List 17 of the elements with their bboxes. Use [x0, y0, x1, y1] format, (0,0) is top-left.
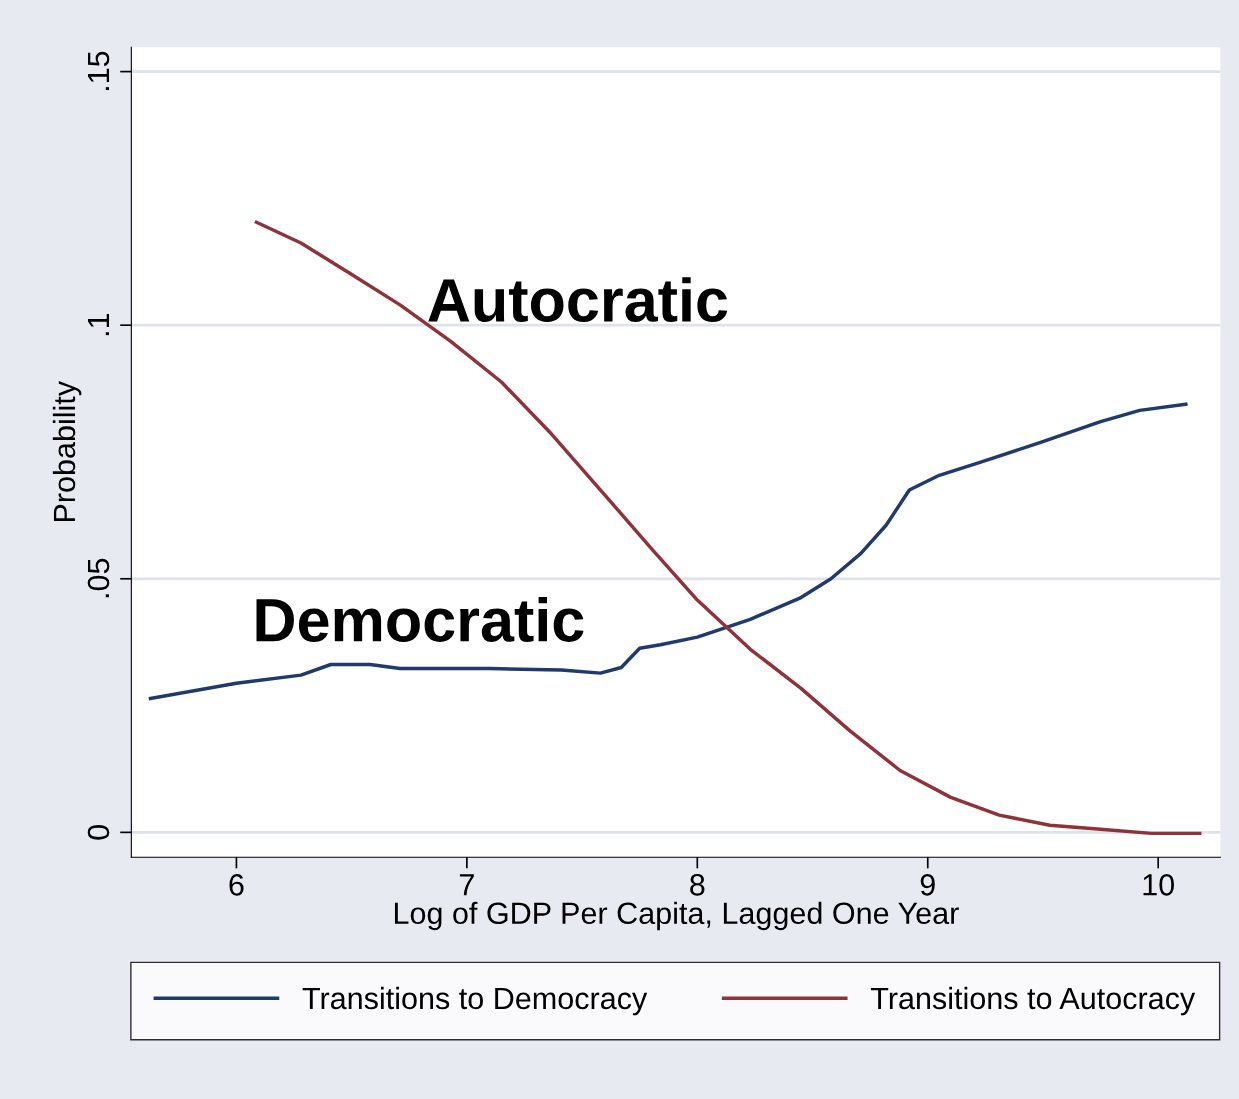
legend-label: Transitions to Democracy: [302, 986, 648, 1016]
y-axis-title: Probability: [52, 380, 82, 522]
x-tick-label: 8: [690, 874, 705, 896]
x-tick-label: 9: [920, 874, 935, 896]
legend-label: Transitions to Autocracy: [870, 986, 1196, 1016]
y-tick-label: .1: [88, 313, 110, 336]
line-series: [254, 220, 1202, 836]
x-tick-label: 6: [229, 874, 244, 896]
y-tick-label: 0: [87, 825, 110, 840]
annotation: Autocratic: [428, 277, 728, 323]
x-axis-title: Log of GDP Per Capita, Lagged One Year: [394, 901, 959, 931]
annotation: Democratic: [256, 597, 584, 642]
x-tick-label: 7: [459, 874, 474, 896]
y-tick-label: .15: [88, 51, 110, 91]
y-tick-label: .05: [87, 558, 110, 598]
x-tick-label: 10: [1143, 874, 1174, 896]
line-series: [148, 402, 1188, 701]
